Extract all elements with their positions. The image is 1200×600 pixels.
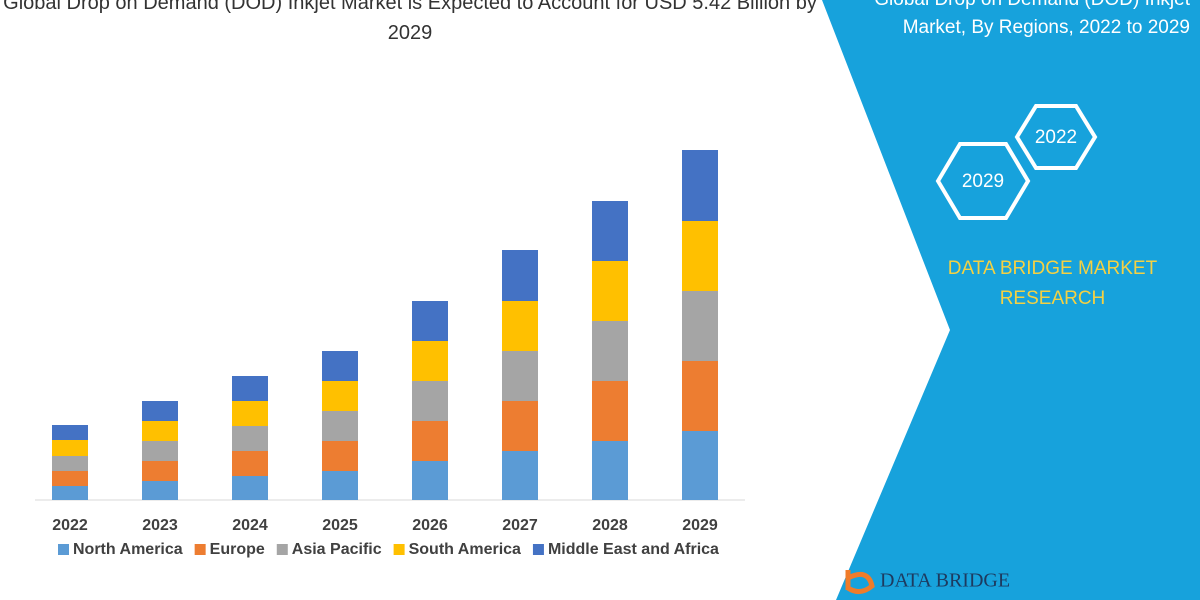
- side-panel: [822, 0, 1200, 600]
- bar-segment: [412, 461, 448, 500]
- hexagon: [935, 142, 1031, 220]
- bar-segment: [232, 426, 268, 451]
- bar-segment: [142, 481, 178, 500]
- bar-segment: [502, 301, 538, 351]
- bar-segment: [682, 361, 718, 431]
- bar-segment: [142, 461, 178, 481]
- bar-segment: [142, 401, 178, 421]
- bar-segment: [502, 451, 538, 500]
- bar-segment: [232, 451, 268, 476]
- hexagon: [1014, 104, 1098, 170]
- bar-segment: [232, 376, 268, 401]
- bar-segment: [322, 381, 358, 411]
- bar-segment: [52, 440, 88, 456]
- bar-segment: [322, 471, 358, 500]
- legend-label: Asia Pacific: [292, 541, 382, 558]
- plot-area: 2022 2023 2024 2025 2026 2027 2028 2029 North Am…: [52, 150, 719, 558]
- chart-title: Global Drop on Demand (DOD) Inkjet Marke…: [3, 0, 817, 44]
- bar-segment: [592, 321, 628, 381]
- x-tick-label: 2027: [502, 517, 538, 534]
- bar-segment: [502, 351, 538, 401]
- bar-segment: [592, 381, 628, 441]
- legend-swatch: [194, 544, 206, 555]
- logo-text: DATA BRIDGE: [880, 570, 1010, 592]
- logo-icon: [845, 570, 875, 594]
- bar-segment: [322, 411, 358, 441]
- bar-segment: [232, 476, 268, 500]
- legend-swatch: [532, 544, 544, 555]
- bar-segment: [322, 441, 358, 471]
- bar-segment: [52, 425, 88, 440]
- x-tick-label: 2024: [232, 517, 268, 534]
- legend-label: South America: [409, 541, 521, 558]
- bar-segment: [682, 291, 718, 361]
- bar-segment: [52, 471, 88, 486]
- legend-swatch: [276, 544, 288, 555]
- x-tick-label: 2022: [52, 517, 88, 534]
- x-tick-label: 2029: [682, 517, 718, 534]
- bar-segment: [502, 401, 538, 451]
- legend-label: North America: [73, 541, 183, 558]
- bar-segment: [592, 201, 628, 261]
- bar-segment: [322, 351, 358, 381]
- panel-title: Global Drop on Demand (DOD) Inkjet Marke…: [874, 0, 1190, 38]
- hexagon-label: 2029: [962, 171, 1004, 192]
- bar-segment: [502, 250, 538, 301]
- bar-segment: [412, 381, 448, 421]
- legend-label: Europe: [210, 541, 265, 558]
- bar-segment: [412, 341, 448, 381]
- x-tick-label: 2028: [592, 517, 628, 534]
- bar-segment: [52, 456, 88, 471]
- legend-swatch: [393, 544, 405, 555]
- legend-swatch: [58, 544, 69, 555]
- legend-label: Middle East and Africa: [548, 541, 719, 558]
- bar-segment: [682, 150, 718, 221]
- x-tick-label: 2026: [412, 517, 448, 534]
- bar-segment: [52, 486, 88, 500]
- bar-segment: [682, 221, 718, 291]
- bar-segment: [682, 431, 718, 500]
- bar-segment: [592, 261, 628, 321]
- x-tick-label: 2025: [322, 517, 358, 534]
- bar-segment: [412, 421, 448, 461]
- hexagon-label: 2022: [1035, 127, 1077, 148]
- bar-segment: [412, 301, 448, 341]
- bar-segment: [142, 421, 178, 441]
- bar-segment: [592, 441, 628, 500]
- x-tick-label: 2023: [142, 517, 178, 534]
- bar-segment: [142, 441, 178, 461]
- brand-name: DATA BRIDGE MARKET RESEARCH: [947, 258, 1158, 309]
- bar-segment: [232, 401, 268, 426]
